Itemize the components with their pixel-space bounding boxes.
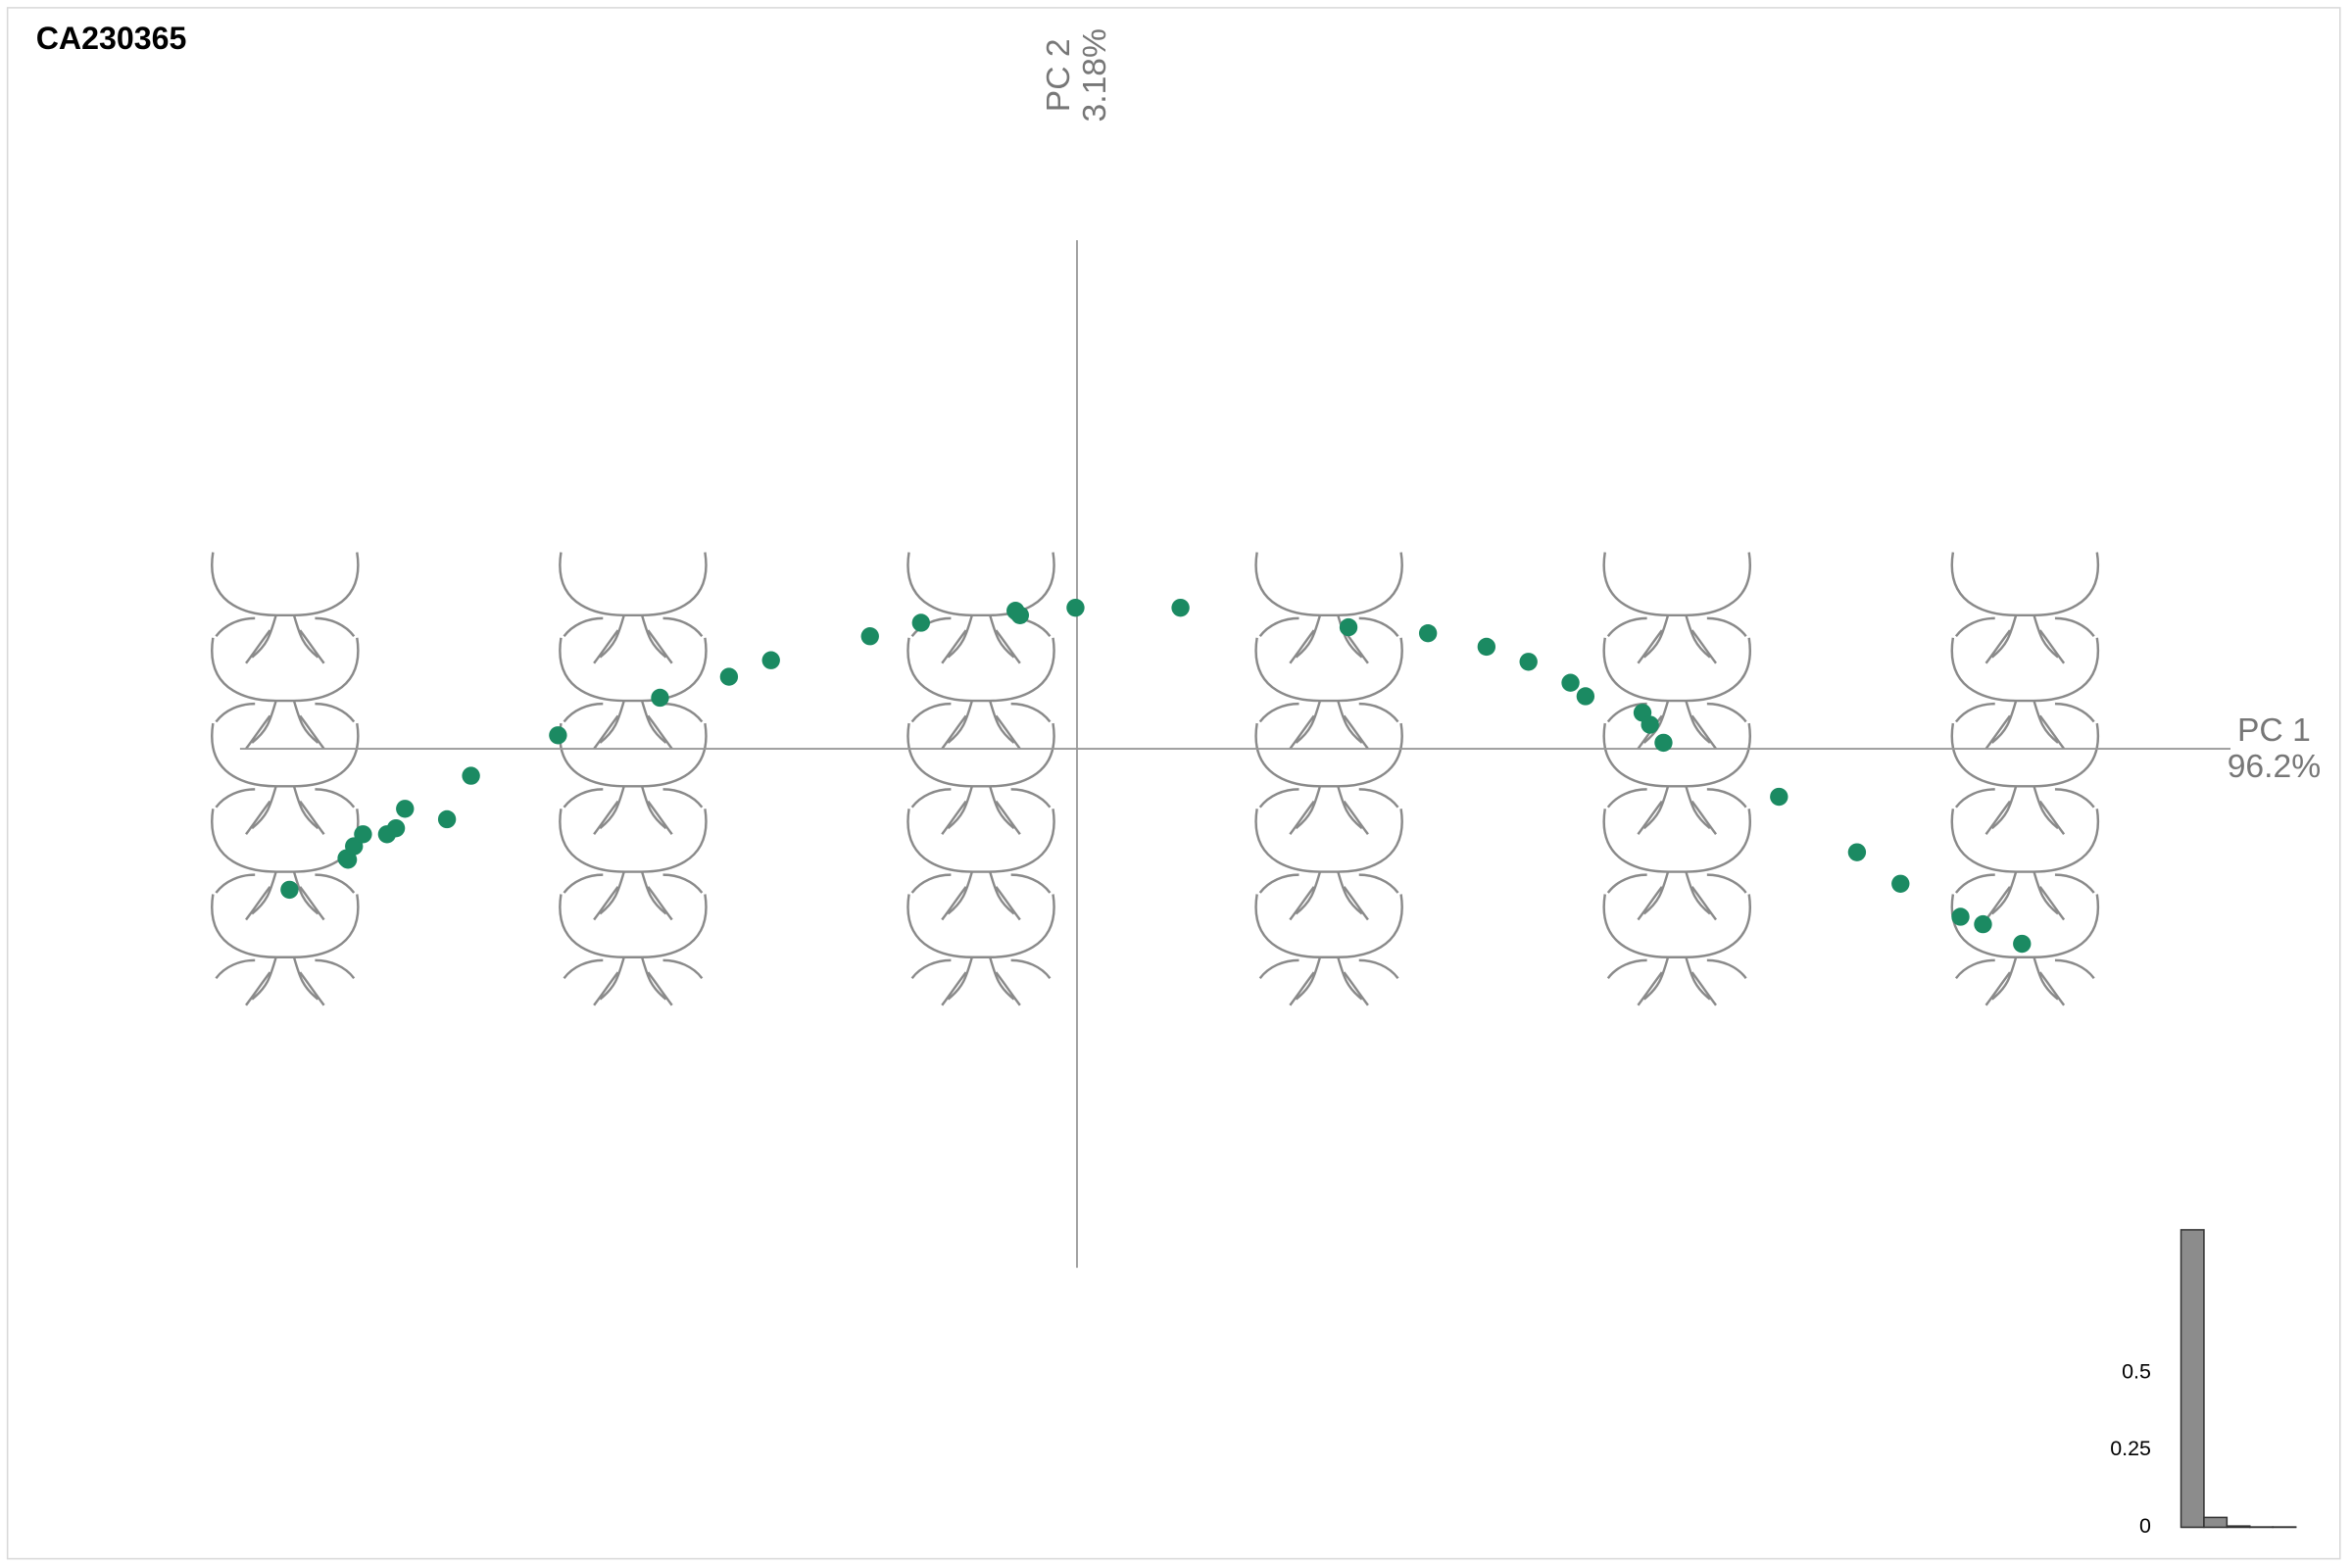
x-axis-label: PC 1 bbox=[2237, 712, 2311, 749]
shape bbox=[1602, 721, 1751, 836]
shape bbox=[1950, 636, 2100, 751]
point bbox=[1974, 914, 1992, 934]
shape bbox=[211, 636, 360, 751]
shape bbox=[1602, 808, 1751, 921]
shape bbox=[559, 893, 708, 1006]
point bbox=[1171, 598, 1190, 617]
point bbox=[1010, 606, 1029, 624]
y-axis-sublabel: 3.18% bbox=[1077, 28, 1113, 122]
frame bbox=[6, 7, 2341, 1560]
shape bbox=[1254, 636, 1403, 751]
shape bbox=[906, 636, 1055, 751]
shape bbox=[559, 808, 708, 921]
shape-grid bbox=[211, 551, 2100, 1006]
shape bbox=[906, 808, 1055, 921]
point bbox=[1770, 787, 1788, 807]
shape bbox=[1254, 893, 1403, 1006]
point bbox=[761, 651, 780, 669]
bar bbox=[2226, 1525, 2251, 1529]
y-tick-label: 0 bbox=[2139, 1514, 2151, 1538]
shape bbox=[1602, 893, 1751, 1006]
point bbox=[1891, 874, 1910, 893]
chart-title: CA230365 bbox=[36, 21, 187, 56]
point bbox=[719, 667, 739, 686]
point bbox=[911, 613, 930, 632]
bar bbox=[2180, 1229, 2205, 1529]
point bbox=[396, 800, 415, 818]
point bbox=[280, 880, 299, 900]
point bbox=[1066, 598, 1085, 617]
point bbox=[2013, 934, 2032, 954]
point bbox=[1418, 623, 1438, 643]
point bbox=[1561, 673, 1580, 692]
point bbox=[860, 627, 879, 646]
shape bbox=[211, 808, 360, 921]
bar bbox=[2203, 1516, 2229, 1529]
shape bbox=[1950, 551, 2100, 665]
point bbox=[1654, 733, 1673, 753]
shape bbox=[211, 551, 360, 665]
shape bbox=[211, 721, 360, 836]
shape bbox=[559, 636, 708, 751]
point bbox=[386, 818, 406, 838]
x-axis-sublabel: 96.2% bbox=[2228, 749, 2321, 785]
shape bbox=[906, 721, 1055, 836]
shape bbox=[1254, 551, 1403, 665]
point bbox=[1339, 617, 1358, 637]
y-tick-label: 0.25 bbox=[2110, 1437, 2151, 1460]
shape bbox=[559, 551, 708, 665]
point bbox=[651, 688, 669, 708]
y-tick-label: 0.5 bbox=[2122, 1359, 2151, 1383]
shape bbox=[1602, 551, 1751, 665]
y-axis-label: PC 2 bbox=[1041, 38, 1077, 112]
point bbox=[1641, 715, 1659, 734]
shape bbox=[1254, 721, 1403, 836]
point bbox=[1951, 907, 1970, 926]
shape bbox=[906, 551, 1055, 665]
shape bbox=[211, 893, 360, 1006]
shape bbox=[906, 893, 1055, 1006]
point bbox=[437, 809, 457, 829]
point bbox=[1519, 653, 1538, 671]
shape bbox=[1254, 808, 1403, 921]
point bbox=[1576, 687, 1595, 706]
shape bbox=[1602, 636, 1751, 751]
point bbox=[549, 726, 567, 745]
point bbox=[462, 766, 480, 785]
shape bbox=[559, 721, 708, 836]
point bbox=[1847, 843, 1867, 861]
shape bbox=[1950, 808, 2100, 921]
point bbox=[1477, 637, 1496, 657]
point bbox=[354, 825, 372, 844]
shape bbox=[1950, 721, 2100, 836]
